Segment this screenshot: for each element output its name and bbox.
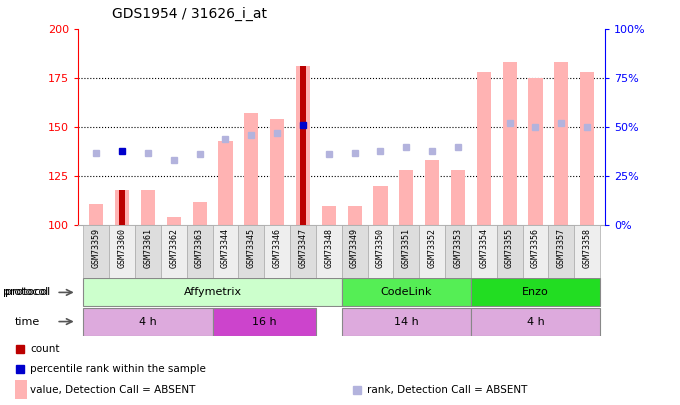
Text: GSM73357: GSM73357 [557,228,566,268]
Text: GSM73356: GSM73356 [531,228,540,268]
Bar [218,141,233,225]
Text: GSM73355: GSM73355 [505,228,514,268]
Bar [393,225,419,278]
Text: GSM73349: GSM73349 [350,228,359,268]
Text: GSM73361: GSM73361 [143,228,152,268]
Bar [120,190,125,225]
Bar [244,113,258,225]
Bar [296,66,310,225]
Text: 14 h: 14 h [394,317,419,326]
Bar [192,202,207,225]
Bar [342,307,471,336]
Text: Enzo: Enzo [522,288,549,297]
Text: 16 h: 16 h [252,317,277,326]
Bar [290,225,316,278]
Bar [239,225,265,278]
Bar [503,62,517,225]
Text: value, Detection Call = ABSENT: value, Detection Call = ABSENT [31,385,196,395]
Text: GSM73346: GSM73346 [273,228,282,268]
Text: GSM73359: GSM73359 [92,228,101,268]
Bar [15,380,27,399]
Text: count: count [31,343,60,354]
Bar [135,225,161,278]
Bar [167,217,181,225]
Bar [316,225,341,278]
Text: GDS1954 / 31626_i_at: GDS1954 / 31626_i_at [112,6,267,21]
Bar [522,225,548,278]
Text: percentile rank within the sample: percentile rank within the sample [31,364,206,374]
Bar [451,170,465,225]
Bar [528,78,543,225]
Bar [373,186,388,225]
Bar [342,225,367,278]
Text: 4 h: 4 h [139,317,157,326]
Bar [322,206,336,225]
Text: 4 h: 4 h [526,317,544,326]
Text: rank, Detection Call = ABSENT: rank, Detection Call = ABSENT [367,385,527,395]
Bar [367,225,393,278]
Bar [554,62,568,225]
Bar [115,190,129,225]
Text: GSM73360: GSM73360 [118,228,126,268]
Text: GSM73344: GSM73344 [221,228,230,268]
Text: time: time [15,317,40,326]
Bar [84,225,109,278]
Text: GSM73351: GSM73351 [402,228,411,268]
Bar [187,225,213,278]
Bar [419,225,445,278]
Bar [580,72,594,225]
Bar [84,278,342,307]
Text: GSM73350: GSM73350 [376,228,385,268]
Bar [109,225,135,278]
Text: GSM73363: GSM73363 [195,228,204,268]
Text: GSM73354: GSM73354 [479,228,488,268]
Bar [270,119,284,225]
Text: GSM73358: GSM73358 [583,228,592,268]
Bar [399,170,413,225]
Bar [347,206,362,225]
Bar [471,278,600,307]
Bar [477,72,491,225]
Bar [265,225,290,278]
Bar [213,307,316,336]
Text: GSM73345: GSM73345 [247,228,256,268]
Text: GSM73347: GSM73347 [299,228,307,268]
Text: GSM73348: GSM73348 [324,228,333,268]
Bar [141,190,155,225]
Text: Affymetrix: Affymetrix [184,288,241,297]
Bar [161,225,187,278]
Bar [89,204,103,225]
Bar [548,225,574,278]
Bar [445,225,471,278]
Text: GSM73353: GSM73353 [454,228,462,268]
Text: GSM73352: GSM73352 [428,228,437,268]
Bar [425,160,439,225]
Text: protocol: protocol [3,288,49,297]
Text: protocol: protocol [5,288,50,297]
Bar [342,278,471,307]
Text: GSM73362: GSM73362 [169,228,178,268]
Bar [471,307,600,336]
Bar [84,307,213,336]
Bar [471,225,496,278]
Bar [574,225,600,278]
Bar [213,225,239,278]
Text: CodeLink: CodeLink [381,288,432,297]
Bar [496,225,522,278]
Bar [301,66,305,225]
